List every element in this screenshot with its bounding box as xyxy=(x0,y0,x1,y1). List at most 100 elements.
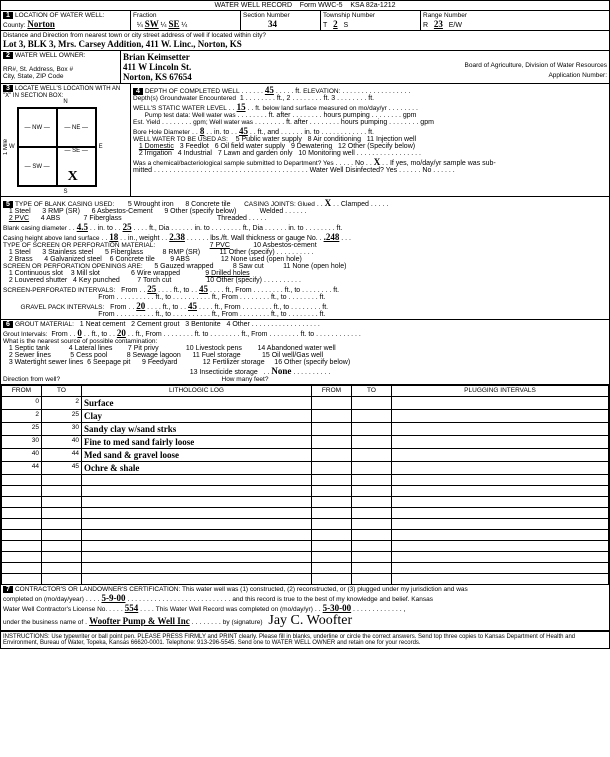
section-num-1: 1 xyxy=(3,12,13,19)
form-ksa: KSA 82a-1212 xyxy=(350,2,395,9)
section-num-4: 4 xyxy=(133,88,143,95)
gi-label: Grout Intervals: xyxy=(3,331,47,338)
table-cell xyxy=(392,397,609,410)
table-cell xyxy=(82,563,312,574)
table-cell xyxy=(352,563,392,574)
table-cell xyxy=(312,552,352,563)
true-label: and this record is true to the best of m… xyxy=(232,596,433,603)
bore2-value: 45 xyxy=(239,126,248,136)
gp-label: GRAVEL PACK INTERVALS: xyxy=(21,304,105,311)
table-row xyxy=(2,552,609,563)
wellwas-label: gpm; Well water was xyxy=(193,119,253,126)
height-value: 18 xyxy=(109,232,118,242)
table-cell: 40 xyxy=(2,449,42,462)
table-row: 02Surface xyxy=(2,397,609,410)
date2-value: 5-30-00 xyxy=(323,603,352,613)
table-row: 225Clay xyxy=(2,410,609,423)
sw-quad: — SW — xyxy=(18,147,57,186)
table-cell xyxy=(312,486,352,497)
signature: Jay C. Woofter xyxy=(268,613,352,628)
table-cell xyxy=(312,508,352,519)
gi1t: 20 xyxy=(117,328,126,338)
dir-label: Direction from well? xyxy=(3,376,60,383)
owner-heading: WATER WELL OWNER: xyxy=(15,52,86,59)
swl-label: WELL'S STATIC WATER LEVEL xyxy=(133,105,227,112)
table-cell xyxy=(82,541,312,552)
table-cell xyxy=(312,497,352,508)
q2-value: SE xyxy=(168,19,179,29)
table-cell xyxy=(352,486,392,497)
table-cell xyxy=(42,563,82,574)
table-row xyxy=(2,508,609,519)
section-num-6: 6 xyxy=(3,321,13,328)
log-col-to2: TO xyxy=(352,386,392,397)
form-title: WATER WELL RECORD xyxy=(214,2,292,9)
gp1f: 20 xyxy=(136,301,145,311)
form-header: WATER WELL RECORD Form WWC-5 KSA 82a-121… xyxy=(1,1,609,11)
joints-x: X xyxy=(325,198,332,208)
ne-quad: — NE — xyxy=(57,108,96,147)
sec3-heading: LOCATE WELL'S LOCATION WITH AN "X" IN SE… xyxy=(3,86,120,99)
table-cell xyxy=(312,397,352,410)
elev-label: ELEVATION: xyxy=(303,88,340,95)
si1t: 45 xyxy=(199,284,208,294)
township-label: Township Number xyxy=(323,12,375,19)
table-cell xyxy=(392,574,609,585)
table-cell xyxy=(352,475,392,486)
table-cell xyxy=(2,508,42,519)
ts-label: S xyxy=(343,22,348,29)
d2-value: 25 xyxy=(123,222,132,232)
county-value: Norton xyxy=(27,19,55,29)
table-cell xyxy=(42,574,82,585)
log-col-to1: TO xyxy=(42,386,82,397)
table-cell xyxy=(392,530,609,541)
screen-pvc: 7 PVC xyxy=(210,242,230,249)
table-cell xyxy=(42,519,82,530)
table-cell xyxy=(42,541,82,552)
table-row xyxy=(2,519,609,530)
section-label: Section Number xyxy=(243,12,290,19)
table-cell xyxy=(352,410,392,423)
table-cell xyxy=(352,574,392,585)
est-label: Est. Yield xyxy=(133,119,160,126)
table-cell xyxy=(2,563,42,574)
table-cell: 30 xyxy=(2,436,42,449)
joints-label: CASING JOINTS: Glued xyxy=(244,201,315,208)
casing-pvc: 2 PVC xyxy=(9,215,29,222)
owner-row: 2 WATER WELL OWNER: RR#, St. Address, Bo… xyxy=(1,51,609,84)
table-cell xyxy=(352,519,392,530)
grout-heading: GROUT MATERIAL: xyxy=(15,321,74,328)
table-row xyxy=(2,497,609,508)
table-row xyxy=(2,563,609,574)
table-cell xyxy=(352,541,392,552)
use-domestic: 1 Domestic xyxy=(139,143,174,150)
section-num-3: 3 xyxy=(3,85,13,92)
table-cell xyxy=(82,519,312,530)
t-letter: T xyxy=(323,22,327,29)
table-cell xyxy=(392,449,609,462)
howmany-label: How many feet? xyxy=(222,376,269,383)
date1-value: 5-9-00 xyxy=(101,593,125,603)
gp1t: 45 xyxy=(188,301,197,311)
bore1-value: 8 xyxy=(200,126,205,136)
gi1f: 0 xyxy=(77,328,82,338)
table-cell xyxy=(312,462,352,475)
open-drilled: 9 Drilled holes xyxy=(205,270,249,277)
table-cell: Clay xyxy=(82,410,312,423)
log-col-plug: PLUGGING INTERVALS xyxy=(392,386,609,397)
table-cell xyxy=(2,519,42,530)
table-row xyxy=(2,486,609,497)
height-label: Casing height above land surface xyxy=(3,235,99,242)
distance-row: Distance and Direction from nearest town… xyxy=(1,31,609,51)
table-cell xyxy=(82,574,312,585)
table-cell xyxy=(312,519,352,530)
owner-city: Norton, KS 67654 xyxy=(123,72,192,82)
table-cell: Surface xyxy=(82,397,312,410)
table-cell xyxy=(392,519,609,530)
use-label: WELL WATER TO BE USED AS: xyxy=(133,136,228,143)
table-row xyxy=(2,574,609,585)
table-cell: 30 xyxy=(42,423,82,436)
city-label: City, State, ZIP Code xyxy=(3,73,63,80)
section-value: 34 xyxy=(268,19,277,29)
table-cell: 44 xyxy=(42,449,82,462)
